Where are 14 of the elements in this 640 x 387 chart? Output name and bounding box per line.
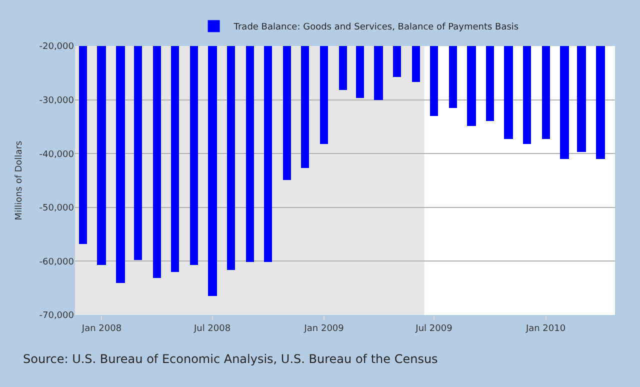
y-tick-label: -60,000 (39, 257, 74, 268)
y-tick-label: -20,000 (39, 42, 74, 52)
y-tick-label: -40,000 (39, 150, 74, 160)
legend-label: Trade Balance: Goods and Services, Balance of Payments Basis (232, 22, 519, 33)
y-axis-title: Millions of Dollars (14, 140, 25, 220)
x-tick-label: Jan 2009 (303, 324, 344, 334)
y-tick-label: -50,000 (39, 204, 74, 214)
x-tick-label: Jul 2008 (192, 324, 231, 334)
source-note: Source: U.S. Bureau of Economic Analysis, U.S. Bureau of the Census (23, 352, 438, 366)
y-tick-label: -70,000 (39, 311, 74, 322)
x-tick-label: Jul 2009 (414, 324, 453, 334)
y-tick-label: -30,000 (39, 96, 74, 106)
x-tick-label: Jan 2008 (80, 324, 122, 334)
x-tick-label: Jan 2010 (524, 324, 566, 334)
